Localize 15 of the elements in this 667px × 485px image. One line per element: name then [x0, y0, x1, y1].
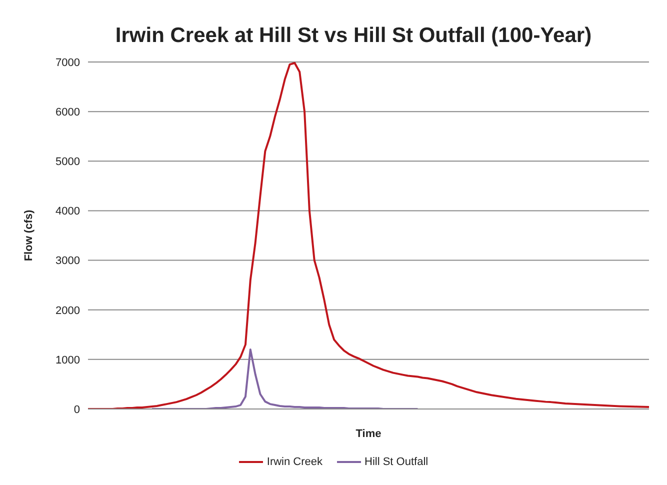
y-tick-label: 3000	[56, 255, 80, 268]
y-tick-label: 0	[74, 404, 80, 416]
y-tick-label: 4000	[56, 206, 80, 218]
x-axis-title: Time	[356, 428, 382, 440]
y-tick-label: 1000	[56, 354, 80, 366]
line-series	[87, 62, 650, 409]
y-tick-label: 6000	[56, 106, 80, 118]
legend-label: Irwin Creek	[266, 456, 323, 468]
y-tick-label: 7000	[56, 56, 80, 69]
chart-title: Irwin Creek at Hill St vs Hill St Outfall (100-Year)	[114, 23, 593, 48]
y-axis-title: Flow (cfs)	[22, 210, 35, 262]
y-tick-label: 2000	[56, 304, 80, 317]
line-series	[150, 348, 419, 409]
legend-label: Hill St Outfall	[364, 456, 428, 468]
y-tick-label: 5000	[56, 156, 80, 168]
